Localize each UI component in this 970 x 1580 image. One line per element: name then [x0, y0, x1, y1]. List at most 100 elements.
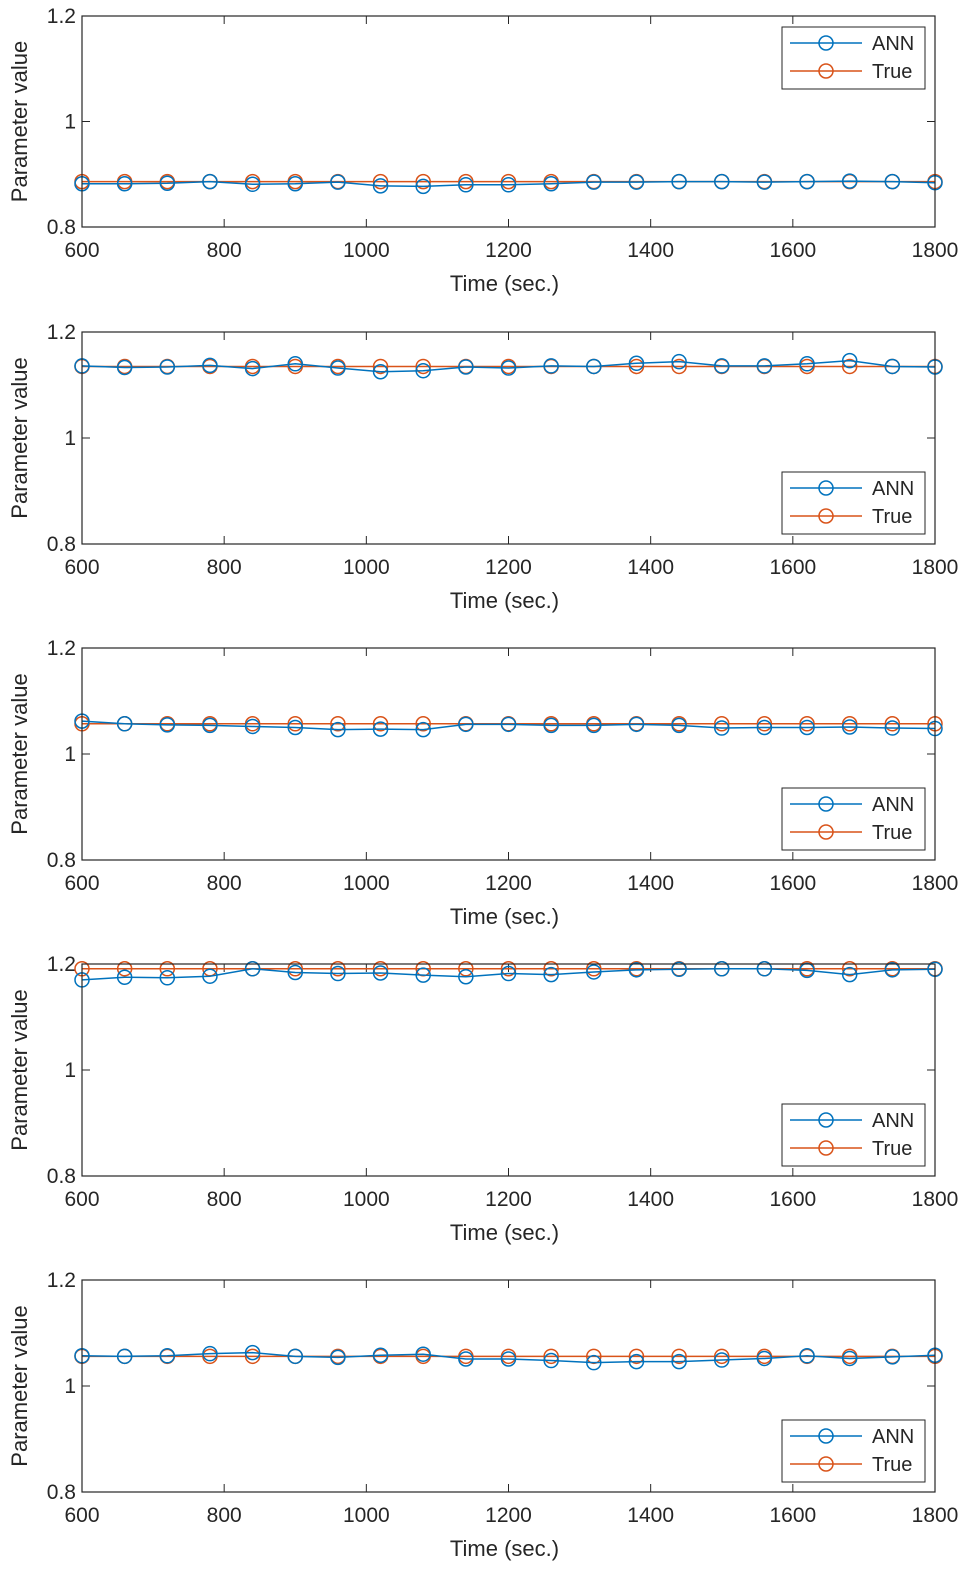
series-line-ann: [82, 180, 936, 188]
data-point-ann: [458, 177, 474, 193]
legend: ANN True: [781, 1103, 926, 1167]
data-point-ann: [543, 966, 559, 983]
y-tick-label: 1.2: [47, 5, 76, 28]
x-tick-label: 800: [207, 872, 242, 895]
data-point-ann: [116, 359, 133, 376]
x-tick-label: 1000: [343, 872, 390, 895]
data-point-ann: [714, 961, 730, 977]
data-point-true: [244, 1348, 261, 1365]
y-tick-label: 1: [64, 743, 76, 766]
legend-label-true: True: [872, 822, 912, 844]
axes-frame: [81, 15, 936, 228]
data-point-true: [841, 358, 858, 375]
data-point-ann: [884, 173, 901, 190]
data-point-ann: [202, 968, 218, 984]
data-point-ann: [372, 1347, 389, 1364]
data-point-ann: [799, 1348, 815, 1364]
data-point-ann: [415, 721, 431, 738]
series-line-ann: [81, 968, 936, 981]
x-tick-label: 1600: [769, 239, 816, 262]
data-point-ann: [714, 720, 730, 736]
y-axis-label: Parameter value: [7, 989, 32, 1150]
chart-panel-3: 600 800 1000 1200 1400 1600 1800 0.8 1 1.2 Time (s…: [7, 637, 958, 929]
x-tick-label: 600: [64, 556, 99, 579]
x-tick-label: 1800: [912, 1504, 959, 1527]
data-point-true: [330, 961, 346, 977]
legend-label-ann: ANN: [872, 1426, 914, 1448]
series-ann: [74, 1344, 943, 1371]
x-tick-label: 1400: [627, 239, 674, 262]
y-tick-label: 0.8: [47, 216, 76, 239]
legend-label-ann: ANN: [872, 794, 914, 816]
data-point-true: [841, 961, 858, 977]
legend-marker-true: [818, 1140, 834, 1156]
legend-marker-ann: [818, 796, 834, 812]
data-point-true: [799, 716, 815, 732]
data-point-ann: [884, 1349, 901, 1365]
axes-frame: [81, 331, 936, 545]
data-point-ann: [884, 720, 901, 736]
data-point-ann: [756, 358, 773, 374]
x-axis-label: Time (sec.): [450, 1220, 559, 1245]
legend-box: [781, 26, 926, 90]
data-point-ann: [714, 358, 730, 374]
data-point-ann: [841, 719, 858, 735]
legend-marker-ann: [818, 1112, 834, 1128]
data-point-ann: [586, 1354, 602, 1371]
data-point-ann: [202, 357, 218, 374]
data-point-ann: [244, 1344, 261, 1361]
data-point-ann: [543, 1352, 559, 1369]
y-tick-label: 1.2: [47, 321, 76, 344]
x-tick-label: 1600: [769, 1188, 816, 1211]
x-tick-label: 1000: [343, 1188, 390, 1211]
data-point-ann: [330, 721, 346, 738]
data-point-ann: [458, 359, 474, 375]
data-point-true: [330, 716, 346, 732]
legend-label-ann: ANN: [872, 1110, 914, 1132]
x-tick-label: 1600: [769, 872, 816, 895]
legend-label-true: True: [872, 506, 912, 528]
data-point-ann: [543, 358, 559, 374]
x-tick-label: 800: [207, 556, 242, 579]
series-ann: [74, 352, 943, 380]
series-ann: [74, 173, 943, 195]
x-tick-label: 800: [207, 1504, 242, 1527]
data-point-ann: [202, 173, 218, 190]
data-point-ann: [458, 968, 474, 985]
data-point-ann: [841, 352, 858, 369]
data-point-ann: [159, 175, 176, 191]
data-point-true: [372, 173, 389, 190]
legend-box: [781, 787, 926, 851]
legend-marker-ann: [818, 1428, 834, 1444]
data-point-ann: [372, 178, 389, 194]
data-point-ann: [586, 358, 602, 375]
data-point-ann: [287, 356, 303, 372]
data-point-ann: [799, 719, 815, 736]
data-point-true: [415, 716, 431, 732]
y-tick-label: 1.2: [47, 1269, 76, 1292]
legend-label-true: True: [872, 61, 912, 83]
data-point-ann: [159, 1348, 176, 1364]
legend-box: [781, 1103, 926, 1167]
data-point-true: [543, 961, 559, 977]
chart-panel-4: 600 800 1000 1200 1400 1600 1800 0.8 1 1.2 Time (s…: [7, 953, 958, 1245]
y-tick-label: 1: [64, 111, 76, 134]
data-point-ann: [244, 961, 261, 977]
x-tick-label: 1000: [343, 239, 390, 262]
x-tick-label: 1800: [912, 872, 959, 895]
data-point-ann: [628, 1353, 645, 1370]
legend-box: [781, 1419, 926, 1483]
chart-panel-1: 600 800 1000 1200 1400 1600 1800 0.8 1 1.2 Time (s…: [7, 5, 958, 296]
x-tick-label: 1400: [627, 556, 674, 579]
x-tick-label: 1200: [485, 239, 532, 262]
data-point-ann: [458, 1351, 474, 1367]
data-point-ann: [287, 964, 303, 981]
x-axis-label: Time (sec.): [450, 588, 559, 613]
data-point-true: [543, 1348, 559, 1365]
axes-frame: [81, 647, 936, 861]
data-point-ann: [543, 717, 559, 734]
legend-marker-true: [818, 63, 834, 79]
x-axis-label: Time (sec.): [450, 1536, 559, 1561]
chart-panel-2: 600 800 1000 1200 1400 1600 1800 0.8 1 1.2 Time (s…: [7, 321, 958, 613]
legend-box: [781, 471, 926, 535]
